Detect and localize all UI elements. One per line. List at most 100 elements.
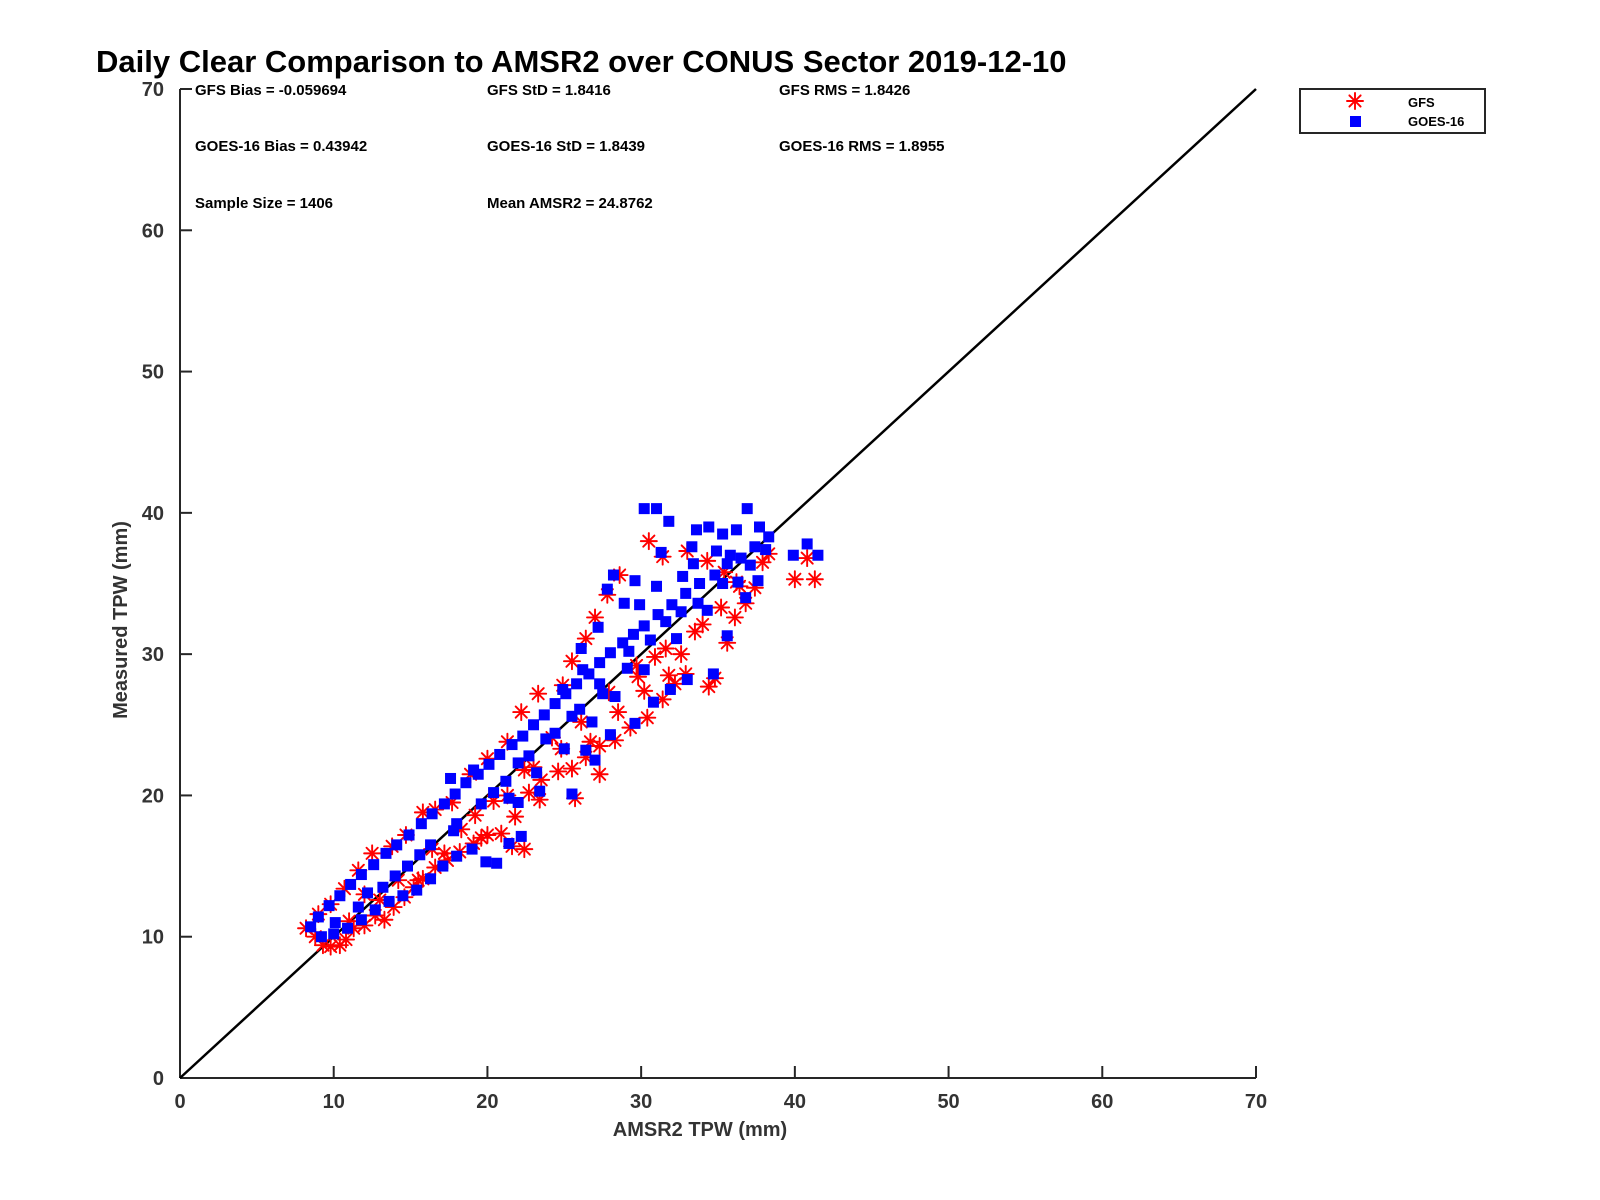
goes16-point: [694, 578, 706, 589]
goes16-point: [411, 884, 423, 896]
goes16-point: [638, 664, 650, 676]
goes16-point: [754, 521, 766, 533]
goes16-point: [315, 931, 327, 943]
goes16-point: [623, 645, 635, 657]
gfs-point: [435, 844, 454, 863]
goes16-point: [647, 696, 659, 708]
goes16-point: [538, 709, 550, 721]
goes16-point: [812, 549, 824, 561]
goes16-point: [345, 878, 357, 890]
y-tick-label: 40: [142, 503, 164, 525]
gfs-point: [805, 570, 824, 589]
goes16-point: [629, 575, 641, 587]
goes16-point: [675, 606, 687, 618]
x-tick-label: 60: [1091, 1091, 1113, 1113]
y-tick-label: 60: [142, 220, 164, 242]
goes16-point: [721, 558, 733, 570]
goes16-point: [468, 764, 480, 776]
goes16-point: [503, 837, 515, 849]
goes16-point: [607, 569, 619, 581]
goes16-point: [703, 521, 715, 533]
goes16-point: [730, 524, 742, 536]
x-tick-label: 0: [174, 1091, 185, 1113]
goes16-point: [629, 717, 641, 729]
gfs-point: [753, 553, 772, 572]
gfs-point: [590, 765, 609, 784]
y-tick-label: 20: [142, 785, 164, 807]
stat-goes-rms: GOES-16 RMS = 1.8955: [779, 138, 945, 155]
x-axis-label: AMSR2 TPW (mm): [613, 1119, 787, 1141]
goes16-point: [566, 710, 578, 722]
goes16-point: [692, 597, 704, 609]
goes16-point: [801, 538, 813, 550]
goes16-point: [323, 900, 335, 912]
goes16-point: [415, 818, 427, 830]
goes16-point: [312, 911, 324, 923]
gfs-point: [515, 840, 534, 859]
legend: GFS GOES-16: [1299, 88, 1486, 134]
goes16-point: [724, 549, 736, 561]
goes16-point: [638, 620, 650, 632]
goes16-point: [377, 881, 389, 893]
gfs-point: [472, 828, 491, 847]
goes16-point: [594, 657, 606, 669]
goes16-point: [426, 808, 438, 820]
goes16-point: [540, 733, 552, 745]
goes16-point: [690, 524, 702, 536]
goes16-point: [681, 674, 693, 686]
goes16-point: [355, 869, 367, 881]
gfs-point: [639, 532, 658, 551]
goes16-point: [494, 748, 506, 760]
goes16-series: [305, 503, 824, 943]
goes16-point: [488, 787, 500, 799]
tick-marks: [179, 88, 1257, 1079]
goes16-point: [677, 570, 689, 582]
goes16-point: [707, 668, 719, 680]
goes16-point: [627, 628, 639, 640]
goes16-point: [425, 839, 437, 851]
goes16-point: [604, 729, 616, 741]
goes16-point: [414, 849, 426, 861]
goes16-point: [651, 503, 663, 515]
legend-box: [1299, 88, 1486, 134]
y-tick-label: 50: [142, 362, 164, 384]
x-tick-label: 30: [630, 1091, 652, 1113]
gfs-point: [635, 681, 654, 700]
goes16-point: [710, 545, 722, 557]
goes16-point: [687, 558, 699, 570]
goes16-point: [466, 843, 478, 855]
gfs-point: [785, 570, 804, 589]
goes16-point: [549, 727, 561, 739]
goes16-point: [437, 860, 449, 872]
goes16-point: [305, 921, 317, 933]
goes16-point: [389, 870, 401, 882]
goes16-point: [557, 683, 569, 695]
goes16-point: [740, 592, 752, 604]
goes16-point: [506, 739, 518, 751]
goes16-point: [592, 621, 604, 633]
goes16-point: [787, 549, 799, 561]
goes16-point: [617, 637, 629, 649]
gfs-point: [609, 703, 628, 722]
goes16-point: [732, 576, 744, 588]
stat-mean-amsr2: Mean AMSR2 = 24.8762: [487, 195, 653, 212]
goes16-point: [644, 634, 656, 646]
goes16-point: [480, 856, 492, 868]
stat-gfs-rms: GFS RMS = 1.8426: [779, 82, 910, 99]
gfs-point: [337, 930, 355, 949]
stat-goes-bias: GOES-16 Bias = 0.43942: [195, 138, 367, 155]
goes16-point: [586, 716, 598, 728]
stats-annotations: GFS Bias = -0.059694 GFS StD = 1.8416 GF…: [195, 82, 945, 212]
legend-gfs-marker: [1346, 92, 1364, 110]
goes16-point: [634, 599, 646, 611]
goes16-point: [597, 688, 609, 700]
goes16-point: [528, 719, 540, 731]
legend-gfs-label: GFS: [1408, 95, 1435, 110]
y-tick-label: 10: [142, 927, 164, 949]
x-tick-label: 10: [323, 1091, 345, 1113]
goes16-point: [601, 583, 613, 595]
goes16-point: [583, 668, 595, 680]
gfs-point: [363, 844, 382, 863]
stat-goes-std: GOES-16 StD = 1.8439: [487, 138, 645, 155]
goes16-point: [368, 859, 380, 871]
